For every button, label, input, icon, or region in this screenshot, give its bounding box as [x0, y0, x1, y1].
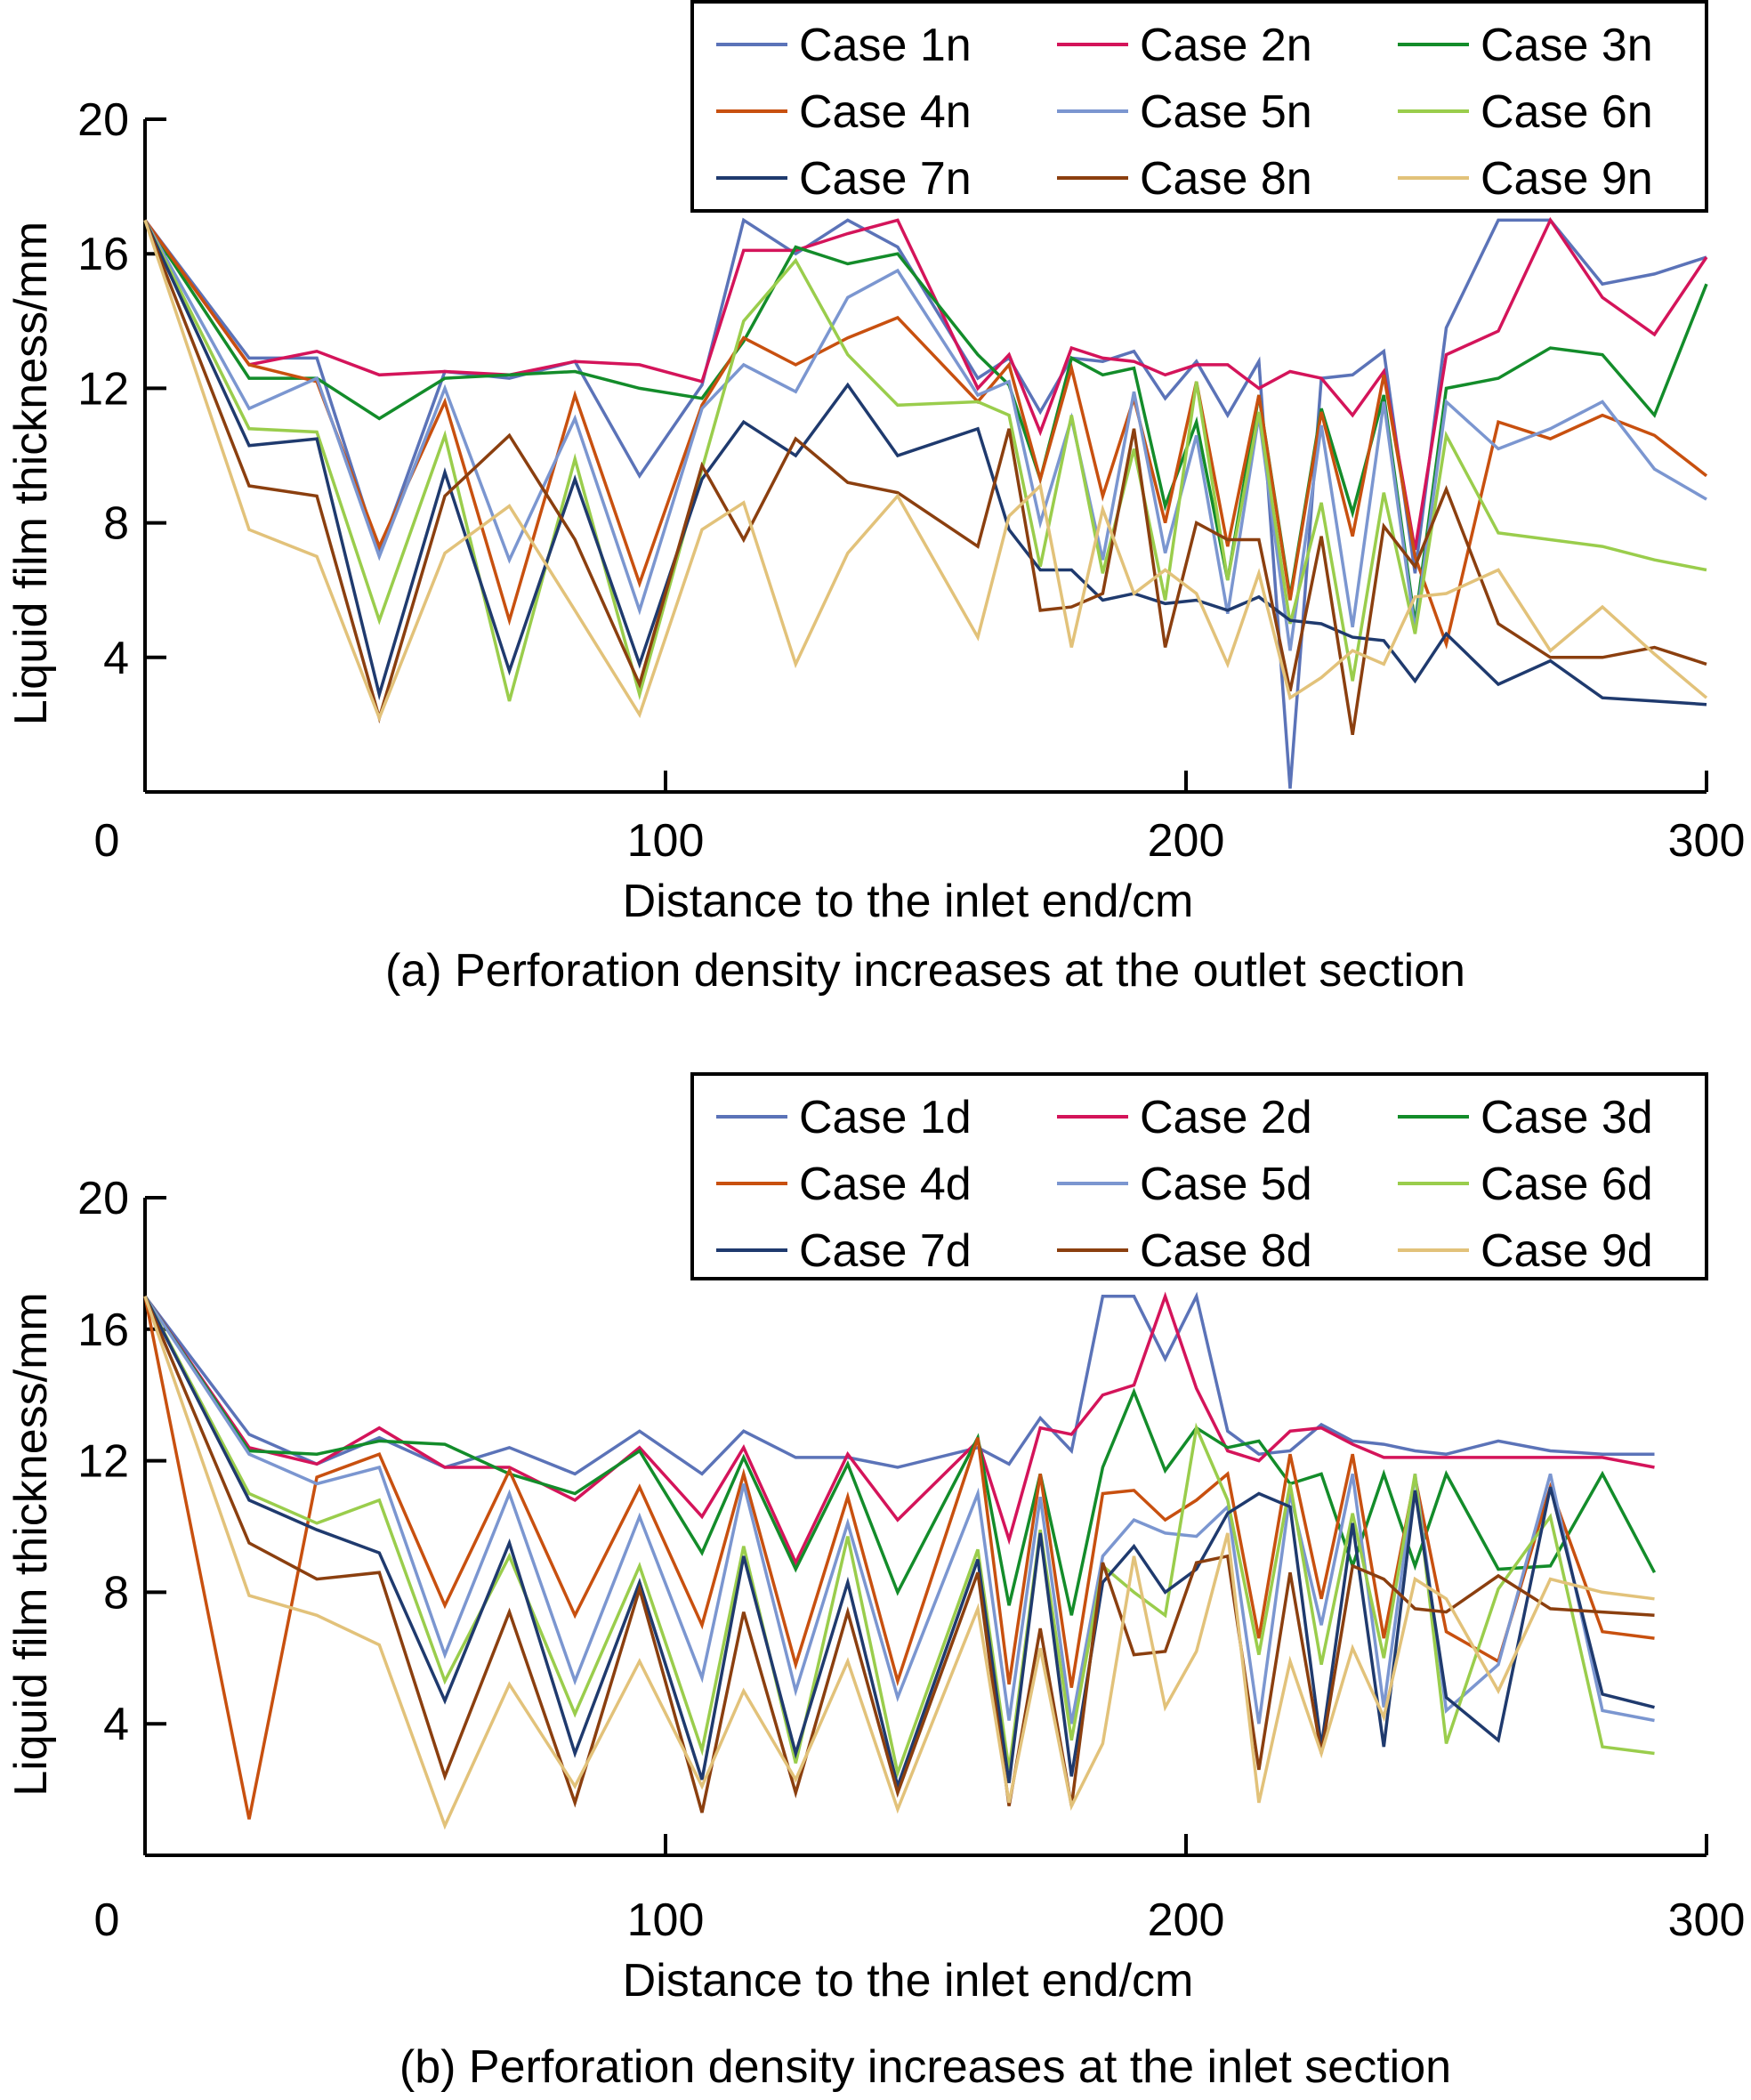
- series-line-case-6n: [143, 219, 1707, 702]
- legend-label: Case 7d: [799, 1225, 972, 1277]
- y-tick-label: 20: [77, 1173, 129, 1224]
- legend: Case 1n Case 2n Case 3n Case 4n Case 5n Case …: [690, 0, 1708, 213]
- legend-box: [690, 0, 1708, 213]
- legend-label: Case 4n: [799, 86, 972, 138]
- x-tick-label: 200: [1148, 1894, 1225, 1946]
- y-tick-label: 4: [103, 1699, 129, 1750]
- legend: Case 1d Case 2d Case 3d Case 4d Case 5d Case …: [690, 1072, 1708, 1280]
- figure-caption: (a) Perforation density increases at the…: [385, 945, 1465, 997]
- x-tick-label: 300: [1668, 815, 1746, 867]
- figure-caption: (b) Perforation density increases at the…: [399, 2041, 1451, 2093]
- series-line-case-4n: [143, 219, 1708, 650]
- series-line-case-9n: [143, 219, 1708, 723]
- series-line-case-4d: [143, 1296, 1655, 1820]
- series-line-case-7d: [143, 1296, 1655, 1792]
- legend-label: Case 9d: [1481, 1225, 1653, 1277]
- legend-label: Case 3n: [1481, 20, 1653, 71]
- x-axis-label: Distance to the inlet end/cm: [623, 1955, 1194, 2007]
- series-line-case-2d: [143, 1291, 1655, 1567]
- legend-label: Case 8n: [1140, 153, 1312, 205]
- series-line-case-2n: [143, 216, 1708, 551]
- series-line-case-5d: [143, 1295, 1655, 1724]
- legend-label: Case 5d: [1140, 1159, 1312, 1210]
- x-tick-label: 200: [1148, 815, 1225, 867]
- legend-label: Case 1n: [799, 20, 972, 71]
- y-axis-label: Liquid film thickness/mm: [5, 1292, 57, 1796]
- series-line-case-9d: [143, 1296, 1655, 1830]
- x-tick-label: 100: [627, 1894, 705, 1946]
- y-tick-label: 8: [103, 1567, 129, 1619]
- legend-label: Case 3d: [1481, 1092, 1653, 1143]
- y-tick-label: 16: [77, 229, 129, 280]
- y-tick-label: 12: [77, 1436, 129, 1488]
- legend-label: Case 9n: [1481, 153, 1653, 205]
- legend-label: Case 4d: [799, 1159, 972, 1210]
- y-tick-label: 8: [103, 498, 129, 550]
- y-tick-label: 20: [77, 94, 129, 146]
- legend-label: Case 1d: [799, 1092, 972, 1143]
- legend-label: Case 5n: [1140, 86, 1312, 138]
- x-tick-label: 0: [94, 815, 120, 867]
- series-line-case-1d: [143, 1291, 1655, 1476]
- y-axis-label: Liquid film thickness/mm: [5, 222, 57, 725]
- x-tick-label: 300: [1668, 1894, 1746, 1946]
- series-line-case-8n: [143, 219, 1707, 735]
- x-tick-label: 100: [627, 815, 705, 867]
- legend-label: Case 8d: [1140, 1225, 1312, 1277]
- legend-label: Case 7n: [799, 153, 972, 205]
- y-tick-label: 4: [103, 633, 129, 684]
- series-line-case-8d: [143, 1296, 1655, 1813]
- series-line-case-1n: [143, 217, 1707, 789]
- x-tick-label: 0: [94, 1894, 120, 1946]
- legend-label: Case 6n: [1481, 86, 1653, 138]
- series-line-case-5n: [143, 219, 1707, 651]
- legend-label: Case 2d: [1140, 1092, 1312, 1143]
- y-tick-label: 16: [77, 1304, 129, 1356]
- legend-label: Case 2n: [1140, 20, 1312, 71]
- x-axis-label: Distance to the inlet end/cm: [623, 876, 1194, 927]
- legend-box: [690, 1072, 1708, 1280]
- legend-label: Case 6d: [1481, 1159, 1653, 1210]
- y-tick-label: 12: [77, 363, 129, 415]
